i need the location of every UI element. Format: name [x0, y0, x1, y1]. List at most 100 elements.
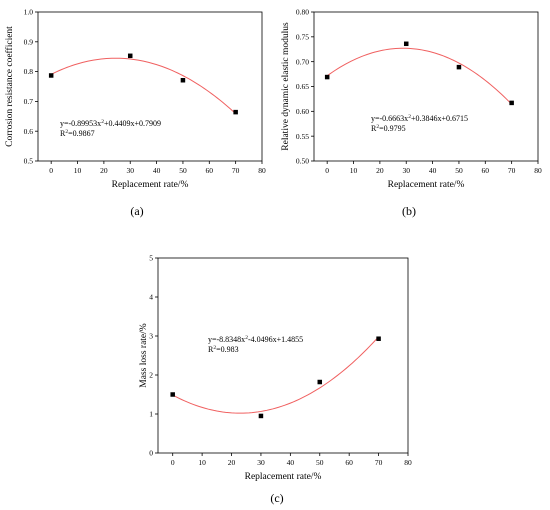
- r-squared-lead: R: [208, 345, 214, 354]
- fit-curve: [172, 336, 379, 414]
- fit-equation-sup: 2: [408, 114, 411, 120]
- x-tick-label: 10: [350, 166, 358, 175]
- x-tick-label: 40: [153, 166, 161, 175]
- panel-label-a: (a): [130, 204, 144, 218]
- chart-panel-c: 0 10 20 30 40 50 60 70 80 0 1 2 3 4 5 Replacement rate/…: [136, 246, 419, 486]
- fit-equation-rest: +0.3846x+0.6715: [411, 114, 468, 123]
- r-squared-rest: =0.983: [216, 345, 239, 354]
- x-axis-label: Replacement rate/%: [245, 472, 322, 482]
- fit-equation-sup: 2: [245, 335, 248, 341]
- r-squared-lead: R: [60, 129, 66, 138]
- data-point: [376, 336, 381, 341]
- x-tick-label: 20: [228, 458, 236, 467]
- fit-equation-rest: -4.0496x+1.4855: [248, 335, 303, 344]
- data-point: [127, 53, 133, 59]
- r-squared-rest: =0.9795: [379, 124, 406, 133]
- y-tick-label: 0: [149, 449, 153, 458]
- data-point: [324, 74, 330, 80]
- y-tick-label: 0.6: [24, 127, 34, 136]
- x-tick-label: 0: [325, 166, 329, 175]
- y-tick-label: 0.60: [296, 107, 309, 116]
- y-tick-label: 2: [149, 371, 153, 380]
- y-tick-label: 0.8: [24, 67, 34, 76]
- y-tick-label: 0.5: [24, 157, 34, 166]
- chart-c-svg: 0 10 20 30 40 50 60 70 80 0 1 2 3 4 5 Replacement rate/…: [139, 254, 412, 482]
- x-tick-label: 0: [49, 166, 53, 175]
- plot-frame: [313, 11, 539, 162]
- x-tick-label: 70: [232, 166, 240, 175]
- fit-curve: [326, 47, 513, 105]
- x-tick-label: 60: [345, 458, 353, 467]
- y-tick-label: 5: [149, 254, 153, 263]
- fit-equation: y=-0.6663x2+0.3846x+0.6715: [371, 114, 468, 123]
- x-tick-label: 30: [402, 166, 410, 175]
- r-squared: R2=0.9795: [371, 124, 406, 133]
- y-axis-label: Mass loss rate/%: [139, 323, 149, 387]
- r-squared-rest: =0.9867: [68, 129, 95, 138]
- y-tick-label: 0.65: [296, 82, 309, 91]
- fit-equation-lead: y=-0.89953x: [60, 119, 101, 128]
- data-point: [170, 392, 175, 397]
- x-tick-label: 50: [316, 458, 324, 467]
- y-tick-label: 0.7: [24, 97, 34, 106]
- y-tick-label: 1: [149, 410, 153, 419]
- r-squared-sup: 2: [65, 129, 68, 135]
- x-tick-label: 30: [257, 458, 265, 467]
- chart-panel-a: 0 10 20 30 40 50 60 70 80 0.5 0.6 0.7 0.8 0.9 1.0 Repla…: [0, 0, 275, 200]
- x-tick-label: 20: [100, 166, 108, 175]
- x-tick-label: 60: [206, 166, 214, 175]
- y-axis-label: Relative dynamic elastic modulus: [281, 22, 291, 151]
- x-tick-label: 80: [258, 166, 266, 175]
- x-tick-label: 40: [429, 166, 437, 175]
- y-tick-label: 0.50: [296, 157, 309, 166]
- fit-equation: y=-0.89953x2+0.4409x+0.7909: [60, 119, 161, 128]
- data-point: [258, 413, 264, 419]
- y-tick-label: 4: [149, 293, 153, 302]
- x-tick-label: 10: [198, 458, 206, 467]
- fit-equation-lead: y=-8.8348x: [208, 335, 245, 344]
- r-squared-sup: 2: [213, 345, 216, 351]
- y-tick-label: 0.55: [296, 132, 309, 141]
- fit-equation: y=-8.8348x2-4.0496x+1.4855: [208, 335, 303, 344]
- x-tick-label: 80: [404, 458, 412, 467]
- x-tick-label: 70: [508, 166, 516, 175]
- y-tick-label: 0.75: [296, 32, 309, 41]
- fit-equation-sup: 2: [101, 119, 104, 125]
- r-squared: R2=0.983: [208, 345, 239, 354]
- x-tick-label: 40: [287, 458, 295, 467]
- chart-b-svg: 0 10 20 30 40 50 60 70 80 0.50 0.55 0.60 0.65 0.70 0.7…: [281, 8, 542, 190]
- y-tick-label: 3: [149, 332, 153, 341]
- x-tick-label: 50: [179, 166, 187, 175]
- x-tick-label: 80: [534, 166, 542, 175]
- r-squared-lead: R: [371, 124, 377, 133]
- x-tick-label: 50: [455, 166, 463, 175]
- y-axis-label: Corrosion resistance coefficient: [4, 26, 15, 147]
- fit-equation-lead: y=-0.6663x: [371, 114, 408, 123]
- panel-label-b: (b): [402, 204, 416, 218]
- data-point: [180, 77, 186, 83]
- panel-label-c: (c): [270, 491, 284, 505]
- r-squared-sup: 2: [376, 124, 379, 130]
- data-point: [48, 73, 54, 78]
- x-tick-label: 70: [375, 458, 383, 467]
- chart-a-svg: 0 10 20 30 40 50 60 70 80 0.5 0.6 0.7 0.8 0.9 1.0 Repla…: [4, 8, 266, 190]
- data-point: [509, 100, 514, 106]
- x-tick-label: 10: [74, 166, 82, 175]
- x-tick-label: 0: [171, 458, 175, 467]
- fit-equation-rest: +0.4409x+0.7909: [104, 119, 161, 128]
- chart-panel-b: 0 10 20 30 40 50 60 70 80 0.50 0.55 0.60 0.65 0.70 0.7…: [276, 0, 550, 200]
- x-axis-label: Replacement rate/%: [112, 180, 189, 190]
- y-tick-label: 1.0: [24, 8, 34, 17]
- y-tick-label: 0.9: [24, 37, 34, 46]
- y-tick-label: 0.70: [296, 57, 309, 66]
- y-tick-label: 0.80: [296, 8, 309, 17]
- x-tick-label: 20: [376, 166, 384, 175]
- data-point: [233, 109, 238, 115]
- x-tick-label: 30: [126, 166, 134, 175]
- r-squared: R2=0.9867: [60, 129, 95, 138]
- data-point: [317, 379, 323, 385]
- x-tick-label: 60: [482, 166, 490, 175]
- data-point: [456, 64, 462, 70]
- plot-frame: [157, 257, 409, 454]
- fit-curve: [50, 57, 236, 115]
